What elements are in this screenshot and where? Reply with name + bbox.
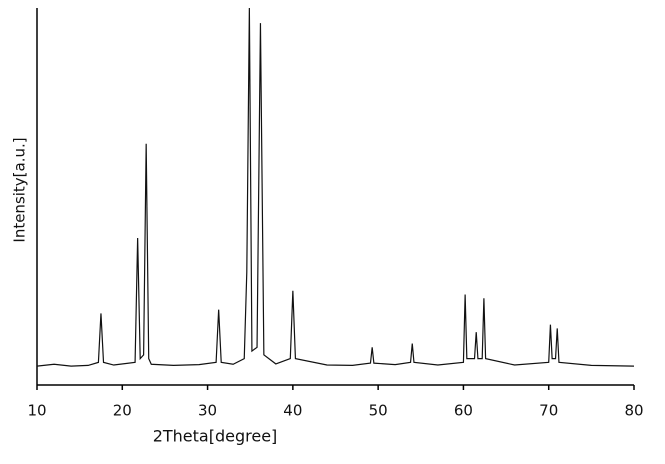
x-tick-label: 40 — [283, 402, 302, 420]
x-tick-label: 50 — [369, 402, 388, 420]
x-tick-label: 70 — [539, 402, 558, 420]
xrd-pattern — [36, 7, 635, 367]
x-tick-label: 10 — [27, 402, 46, 420]
x-axis-label: 2Theta[degree] — [153, 427, 278, 446]
x-tick-label: 20 — [113, 402, 132, 420]
x-tick-label: 80 — [624, 402, 643, 420]
x-tick-label: 60 — [454, 402, 473, 420]
x-tick-label: 30 — [198, 402, 217, 420]
y-axis-label: Intensity[a.u.] — [11, 137, 29, 242]
